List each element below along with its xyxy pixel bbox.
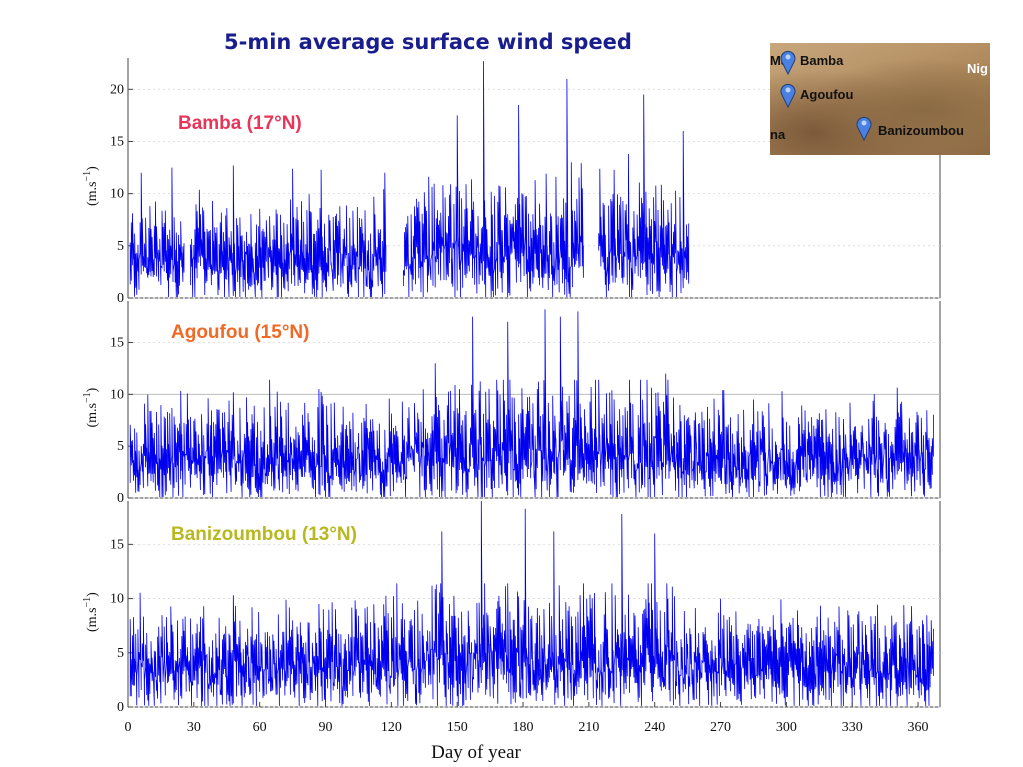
panel-1: 0 5 10 15 (m.s−1) Agoufou (15°N) — [82, 301, 941, 506]
panel-station-label: Agoufou (15°N) — [171, 322, 309, 343]
y-tick-label: 0 — [117, 291, 124, 306]
chart-title: 5-min average surface wind speed — [224, 30, 632, 54]
wind-series-line — [129, 61, 690, 298]
y-tick-label: 20 — [110, 82, 124, 97]
x-tick-label: 0 — [125, 720, 132, 735]
y-tick-label: 15 — [110, 134, 124, 149]
y-tick-label: 10 — [110, 187, 124, 202]
y-axis-label: (m.s−1) — [82, 387, 100, 427]
panel-station-label: Bamba (17°N) — [178, 113, 302, 134]
x-tick-label: 330 — [842, 720, 863, 735]
map-country-label-niger: Nig — [967, 61, 988, 76]
x-tick-label: 180 — [513, 720, 534, 735]
y-tick-label: 5 — [117, 439, 124, 454]
x-tick-label: 60 — [253, 720, 267, 735]
y-tick-label: 0 — [117, 491, 124, 506]
panel-2: 0 5 10 15 (m.s−1) Banizoumbou (13°N) 0 30 60 90 12… — [82, 500, 941, 763]
y-tick-label: 5 — [117, 239, 124, 254]
x-tick-label: 30 — [187, 720, 201, 735]
y-tick-label: 10 — [110, 592, 124, 607]
x-tick-label: 360 — [908, 720, 929, 735]
x-tick-label: 210 — [578, 720, 599, 735]
panel-0: 0 5 10 15 20 (m.s−1) Bamba (17°N) — [82, 58, 941, 306]
wind-series-line — [129, 500, 934, 706]
map-label-bamba: Bamba — [800, 53, 844, 68]
y-tick-label: 10 — [110, 387, 124, 402]
banizoumbou-pin-icon — [856, 116, 872, 141]
x-tick-label: 90 — [319, 720, 333, 735]
wind-series-line — [129, 309, 934, 498]
agoufou-pin-icon — [780, 83, 796, 108]
y-axis-label: (m.s−1) — [82, 166, 100, 206]
map-label-agoufou: Agoufou — [800, 87, 854, 102]
y-tick-label: 15 — [110, 335, 124, 350]
map-label-banizoumbou: Banizoumbou — [878, 123, 964, 138]
y-axis-label: (m.s−1) — [82, 592, 100, 632]
x-tick-label: 240 — [644, 720, 665, 735]
y-tick-label: 0 — [117, 700, 124, 715]
x-tick-label: 150 — [447, 720, 468, 735]
x-tick-label: 120 — [381, 720, 402, 735]
map-country-label-partial: na — [770, 127, 786, 142]
x-tick-label: 270 — [710, 720, 731, 735]
y-tick-label: 5 — [117, 646, 124, 661]
x-tick-label: 300 — [776, 720, 797, 735]
bamba-pin-icon — [780, 50, 796, 75]
y-tick-label: 15 — [110, 537, 124, 552]
x-axis-label: Day of year — [431, 742, 521, 763]
station-map: Ma Nig na Bamba Agoufou Banizoumbou — [770, 43, 990, 155]
panel-station-label: Banizoumbou (13°N) — [171, 524, 357, 545]
